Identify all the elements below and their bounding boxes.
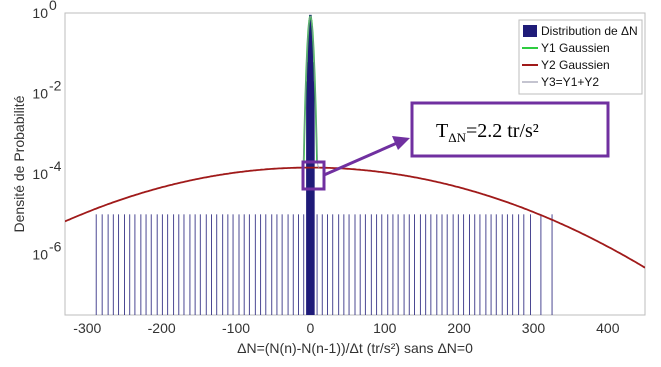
annotation-text-box: [410, 101, 610, 158]
annotation-arrow-head: [392, 136, 410, 150]
histogram-bar: [312, 81, 315, 315]
x-tick-label: 300: [522, 320, 546, 336]
x-axis-label: ΔN=(N(n)-N(n-1))/Δt (tr/s²) sans ΔN=0: [237, 340, 473, 356]
y-tick-exponent: -2: [49, 78, 62, 94]
legend-label: Y2 Gaussien: [541, 58, 610, 72]
legend-label: Y3=Y1+Y2: [541, 75, 599, 89]
y-tick-label: 10: [32, 86, 48, 102]
y-tick-exponent: -6: [49, 239, 62, 255]
x-tick-label: -100: [222, 320, 250, 336]
legend-box: [518, 19, 643, 95]
legend-label: Y1 Gaussien: [541, 41, 610, 55]
x-tick-label: 200: [447, 320, 471, 336]
x-tick-label: 100: [373, 320, 397, 336]
histogram-layer: [95, 14, 553, 315]
annotation-highlight-box: [301, 160, 326, 191]
x-tick-label: -200: [148, 320, 176, 336]
y3-sum-curve: [301, 16, 320, 168]
annotation: TΔN=2.2 tr/s²: [301, 101, 610, 191]
legend: Distribution de ΔN Y1 Gaussien Y2 Gaussien…: [518, 19, 643, 95]
x-tick-label: 400: [596, 320, 620, 336]
y-axis-label: Densité de Probabilité: [11, 95, 27, 232]
legend-label: Distribution de ΔN: [541, 24, 638, 38]
annotation-text: TΔN=2.2 tr/s²: [436, 120, 539, 145]
y-tick-exponent: 0: [49, 0, 57, 13]
x-tick-label: 0: [306, 320, 314, 336]
x-tick-label: -300: [73, 320, 101, 336]
y-tick-label: 10: [32, 166, 48, 182]
y-tick-label: 10: [32, 5, 48, 21]
y-tick-label: 10: [32, 247, 48, 263]
legend-swatch-histogram: [523, 25, 537, 37]
annotation-text-sub: ΔN: [448, 130, 466, 145]
x-axis-ticks: -300 -200 -100 0 100 200 300 400: [73, 320, 619, 336]
annotation-text-rest: =2.2 tr/s²: [466, 120, 539, 142]
curve-layer: [65, 15, 645, 269]
annotation-arrow-line: [323, 141, 398, 177]
annotation-text-main: T: [436, 120, 448, 142]
y-tick-exponent: -4: [49, 158, 62, 174]
y2-gaussian-curve: [65, 166, 645, 269]
